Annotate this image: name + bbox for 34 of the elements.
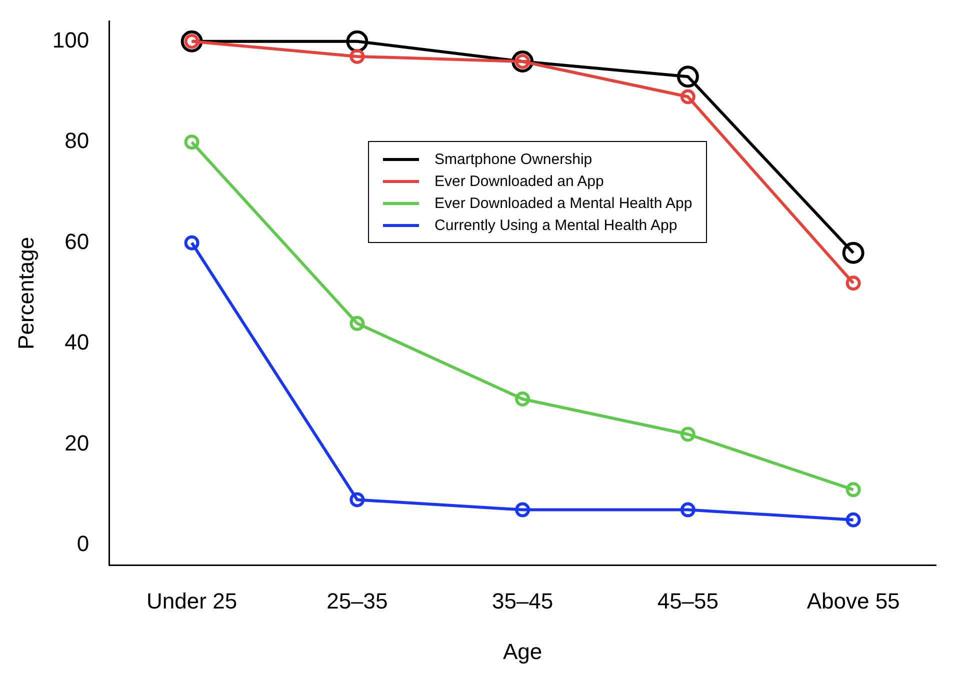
point <box>180 30 203 52</box>
y-tick-label: 60 <box>64 228 90 254</box>
point <box>676 66 699 88</box>
point <box>680 426 696 442</box>
x-tick-label: 25–35 <box>326 588 388 614</box>
point <box>184 134 200 150</box>
point <box>680 89 696 104</box>
legend-label: Currently Using a Mental Health App <box>434 216 678 234</box>
point <box>350 48 365 64</box>
x-tick-label: 45–55 <box>657 588 719 614</box>
point <box>680 502 696 518</box>
y-tick-label: 100 <box>52 27 90 52</box>
point <box>350 316 365 331</box>
y-tick-label: 40 <box>64 330 90 355</box>
x-axis-title: Age <box>502 638 542 664</box>
legend-label: Smartphone Ownership <box>434 150 592 168</box>
point <box>512 50 534 72</box>
point <box>515 391 530 406</box>
point <box>846 482 861 498</box>
point <box>846 276 861 291</box>
x-tick-label: Under 25 <box>146 588 238 614</box>
legend-label: Ever Downloaded a Mental Health App <box>434 194 692 212</box>
x-tick-label: Above 55 <box>806 588 900 614</box>
point <box>184 235 200 250</box>
y-tick-label: 0 <box>76 531 90 556</box>
y-tick-label: 20 <box>64 430 90 456</box>
point <box>350 492 365 508</box>
legend-label: Ever Downloaded an App <box>434 172 604 190</box>
x-tick-label: 35–45 <box>492 588 554 614</box>
y-tick-label: 80 <box>64 128 90 154</box>
point <box>846 512 861 528</box>
y-axis-title: Percentage <box>13 236 38 350</box>
point <box>515 502 530 518</box>
point <box>842 242 864 264</box>
